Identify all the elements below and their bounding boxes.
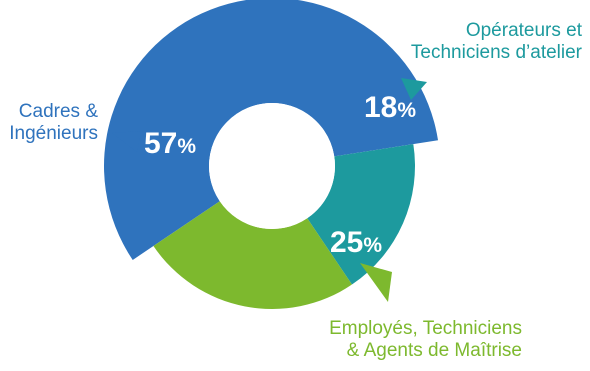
- value-label-cadres-ingenieurs: 57%: [144, 127, 196, 160]
- value-label-operateurs-techniciens: 18%: [364, 91, 416, 124]
- slice-employes-techniciens-agents: [153, 201, 352, 309]
- donut-slices: [104, 0, 439, 309]
- slice-operateurs-techniciens: [307, 144, 415, 285]
- value-label-employes-techniciens-agents: 25%: [330, 226, 382, 259]
- callout-pointer-cadres-ingenieurs: [112, 131, 141, 152]
- callout-pointer-employes-techniciens-agents: [360, 263, 392, 302]
- label-operateurs-techniciens: Opérateurs et Techniciens d’atelier: [411, 20, 582, 64]
- value-unit: %: [397, 99, 416, 122]
- callout-pointers: [112, 78, 427, 302]
- label-line: Techniciens d’atelier: [410, 42, 582, 63]
- value-number: 57: [144, 127, 177, 160]
- label-line: Opérateurs et: [465, 20, 582, 41]
- label-employes-techniciens-agents: Employés, Techniciens & Agents de Maîtri…: [329, 318, 522, 362]
- label-line: Ingénieurs: [9, 123, 98, 144]
- slice-cadres-ingenieurs: [104, 0, 439, 260]
- value-number: 25: [330, 226, 363, 259]
- label-line: Cadres &: [18, 101, 98, 122]
- value-unit: %: [363, 234, 382, 257]
- label-cadres-ingenieurs: Cadres & Ingénieurs: [9, 101, 98, 145]
- value-labels: 57%18%25%: [144, 91, 416, 259]
- label-line: & Agents de Maîtrise: [346, 340, 522, 361]
- value-number: 18: [364, 91, 397, 124]
- donut-hole: [209, 103, 335, 229]
- label-line: Employés, Techniciens: [329, 318, 522, 339]
- value-unit: %: [177, 135, 196, 158]
- callout-pointer-operateurs-techniciens: [401, 78, 427, 100]
